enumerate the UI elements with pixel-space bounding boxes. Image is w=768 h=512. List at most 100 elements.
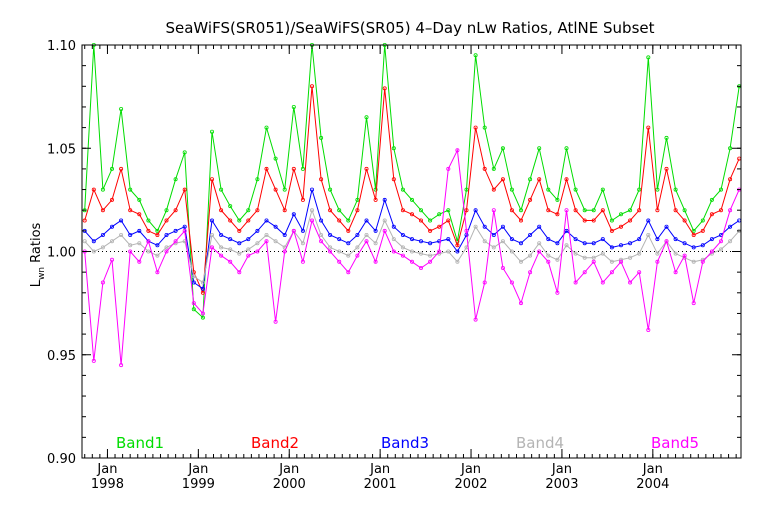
data-point-band1 (246, 208, 251, 213)
series-band2 (82, 84, 742, 295)
data-point-band5 (655, 259, 660, 264)
series-line-band2 (84, 86, 740, 294)
data-point-band4 (319, 232, 324, 237)
data-point-band3 (173, 228, 178, 233)
data-point-band3 (391, 224, 396, 229)
data-point-band5 (119, 363, 124, 368)
data-point-band2 (519, 218, 524, 223)
data-point-band4 (164, 245, 169, 250)
svg-text:Lwn Ratios: Lwn Ratios (29, 222, 47, 287)
data-point-band3 (291, 212, 296, 217)
data-point-band5 (491, 208, 496, 213)
data-point-band4 (591, 255, 596, 260)
data-point-band2 (691, 232, 696, 237)
data-point-band2 (300, 197, 305, 202)
data-point-band2 (482, 166, 487, 171)
data-point-band1 (200, 315, 205, 320)
data-point-band3 (555, 241, 560, 246)
data-point-band3 (473, 208, 478, 213)
data-point-band1 (437, 212, 442, 217)
data-point-band1 (418, 208, 423, 213)
data-point-band1 (364, 115, 369, 120)
data-point-band5 (219, 253, 224, 258)
data-point-band3 (319, 218, 324, 223)
data-point-band4 (246, 247, 251, 252)
data-point-band5 (273, 319, 278, 324)
data-point-band3 (573, 237, 578, 242)
legend-label-band1: Band1 (116, 434, 164, 452)
data-point-band5 (637, 270, 642, 275)
series-line-band4 (84, 208, 740, 284)
data-point-band1 (600, 187, 605, 192)
data-point-band5 (100, 280, 105, 285)
y-tick-label: 0.95 (47, 349, 76, 364)
data-point-band3 (600, 237, 605, 242)
data-point-band3 (646, 218, 651, 223)
data-point-band1 (573, 187, 578, 192)
data-point-band4 (582, 255, 587, 260)
data-point-band5 (519, 301, 524, 306)
data-point-band1 (119, 107, 124, 112)
data-point-band2 (182, 187, 187, 192)
data-point-band5 (428, 259, 433, 264)
data-point-band1 (664, 135, 669, 140)
data-point-band5 (391, 249, 396, 254)
data-point-band2 (428, 228, 433, 233)
data-point-band5 (664, 239, 669, 244)
data-point-band1 (264, 125, 269, 130)
data-point-band4 (382, 218, 387, 223)
data-point-band2 (609, 228, 614, 233)
data-point-band1 (637, 187, 642, 192)
legend-label-band4: Band4 (516, 434, 564, 452)
data-point-band4 (691, 259, 696, 264)
data-point-band5 (691, 301, 696, 306)
data-point-band3 (491, 232, 496, 237)
data-point-band3 (200, 286, 205, 291)
data-point-band3 (418, 239, 423, 244)
data-point-band3 (664, 224, 669, 229)
data-point-band5 (309, 218, 314, 223)
legend-label-band5: Band5 (651, 434, 699, 452)
x-tick-label-month: Jan (551, 462, 572, 477)
data-point-band5 (146, 239, 151, 244)
data-point-band1 (728, 146, 733, 151)
data-point-band2 (146, 228, 151, 233)
data-point-band4 (546, 253, 551, 258)
data-point-band1 (628, 208, 633, 213)
data-point-band1 (591, 208, 596, 213)
data-point-band2 (673, 208, 678, 213)
data-point-band1 (582, 208, 587, 213)
data-point-band2 (546, 208, 551, 213)
data-point-band3 (155, 243, 160, 248)
x-tick-label-month: Jan (96, 462, 117, 477)
data-point-band1 (646, 55, 651, 60)
data-point-band3 (682, 241, 687, 246)
data-point-band4 (137, 241, 142, 246)
data-point-band4 (446, 249, 451, 254)
data-point-band1 (409, 197, 414, 202)
data-point-band1 (291, 105, 296, 110)
data-point-band1 (228, 204, 233, 209)
data-point-band5 (364, 239, 369, 244)
series-band3 (82, 187, 742, 291)
data-point-band2 (473, 125, 478, 130)
data-point-band5 (573, 280, 578, 285)
data-point-band3 (346, 241, 351, 246)
data-point-band2 (337, 218, 342, 223)
data-point-band3 (237, 241, 242, 246)
data-point-band3 (519, 241, 524, 246)
data-point-band3 (100, 232, 105, 237)
data-point-band2 (355, 208, 360, 213)
data-point-band2 (128, 208, 133, 213)
data-point-band1 (500, 146, 505, 151)
y-axis-label-rest: Ratios (29, 222, 44, 267)
data-point-band1 (273, 156, 278, 161)
data-point-band2 (364, 166, 369, 171)
data-point-band5 (137, 259, 142, 264)
data-point-band3 (728, 224, 733, 229)
data-point-band2 (400, 208, 405, 213)
data-point-band5 (537, 249, 542, 254)
data-point-band2 (173, 208, 178, 213)
data-point-band3 (91, 239, 96, 244)
data-point-band2 (418, 218, 423, 223)
